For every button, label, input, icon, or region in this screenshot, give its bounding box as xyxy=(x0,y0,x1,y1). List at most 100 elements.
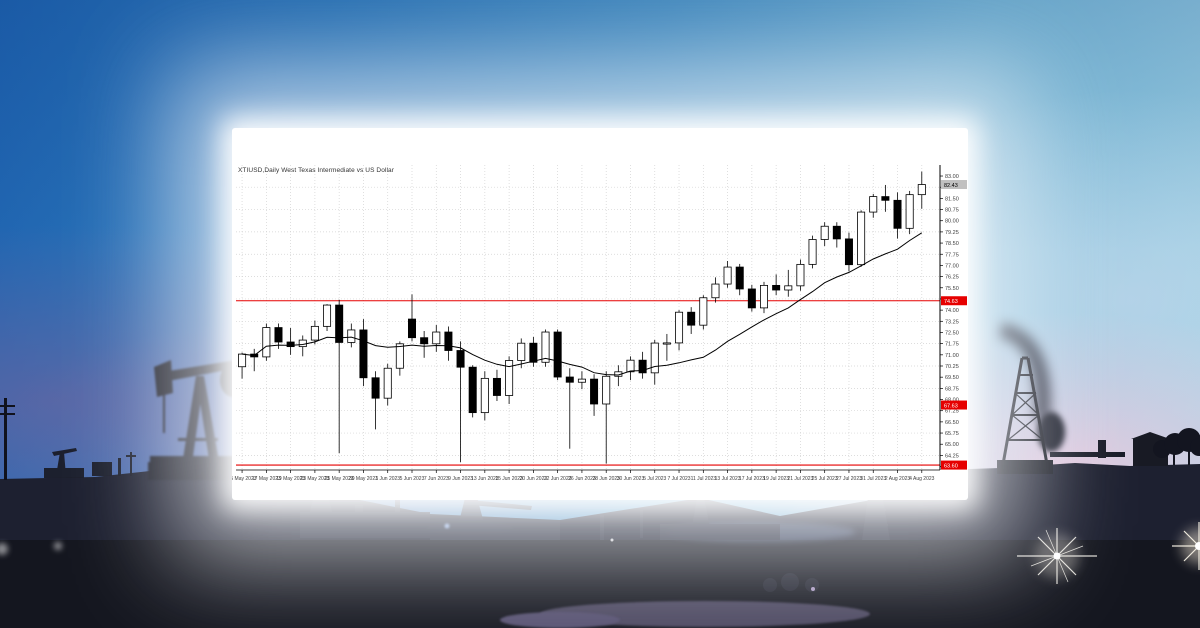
mid-level-tag xyxy=(941,400,967,410)
candle-down xyxy=(638,359,647,374)
y-tick-label: 74.00 xyxy=(945,308,959,314)
candle-up xyxy=(505,360,514,396)
x-tick-label: 17 Jul 2023 xyxy=(739,476,765,482)
candle-up xyxy=(541,331,550,363)
y-tick-label: 71.75 xyxy=(945,342,959,348)
power-pole-icon xyxy=(0,398,15,480)
x-tick-label: 7 Jun 2023 xyxy=(424,476,449,482)
candle-up xyxy=(905,194,914,229)
candle-down xyxy=(772,284,781,291)
y-tick-label: 68.75 xyxy=(945,386,959,392)
candle-up xyxy=(662,342,671,345)
chart-title: XTIUSD,Daily West Texas Intermediate vs … xyxy=(238,167,395,174)
resistance-level-tag-text: 74.63 xyxy=(944,299,958,305)
candle-down xyxy=(590,378,599,405)
candle-up xyxy=(723,266,732,285)
candles xyxy=(238,171,926,464)
y-tick-label: 83.00 xyxy=(945,174,959,180)
candle-up xyxy=(395,343,404,369)
x-tick-label: 15 May 2023 xyxy=(232,476,257,482)
price-tag-labels: 82.43 74.63 67.63 63.60 xyxy=(941,180,967,470)
x-tick-label: 30 May 2023 xyxy=(349,476,378,482)
candle-down xyxy=(444,331,453,351)
y-tick-label: 71.00 xyxy=(945,353,959,359)
candle-down xyxy=(832,225,841,240)
candle-down xyxy=(529,342,538,363)
candle-up xyxy=(699,297,708,326)
x-tick-label: 23 May 2023 xyxy=(300,476,329,482)
x-tick-label: 15 Jun 2023 xyxy=(495,476,523,482)
candle-up xyxy=(480,377,489,414)
y-tick-label: 66.50 xyxy=(945,420,959,426)
shed-and-trees-right xyxy=(1131,428,1200,466)
candle-down xyxy=(735,266,744,290)
candle-up xyxy=(310,325,319,341)
x-tick-label: 5 Jul 2023 xyxy=(643,476,666,482)
x-tick-label: 26 Jun 2023 xyxy=(568,476,596,482)
bid-price-tag-text: 82.43 xyxy=(944,183,958,189)
candle-up xyxy=(869,196,878,213)
y-tick-label: 67.25 xyxy=(945,409,959,415)
candle-up xyxy=(238,353,247,368)
x-tick-label: 7 Jul 2023 xyxy=(667,476,690,482)
moving-average-line xyxy=(242,232,923,376)
candle-down xyxy=(420,337,429,345)
resistance-level-tag xyxy=(941,296,967,306)
candle-up xyxy=(650,342,659,374)
candle-up xyxy=(675,311,684,344)
lens-flare-edge-icon xyxy=(1172,522,1200,570)
y-tick-label: 65.75 xyxy=(945,431,959,437)
y-axis-labels: 83.0082.2581.5080.7580.0079.2578.5077.75… xyxy=(940,174,959,471)
candle-up xyxy=(383,367,392,399)
level-lines xyxy=(236,300,940,466)
candle-up xyxy=(602,375,611,405)
y-tick-label: 77.00 xyxy=(945,263,959,269)
y-tick-label: 80.00 xyxy=(945,219,959,225)
candle-up xyxy=(820,225,829,240)
price-chart-svg: 83.0082.2581.5080.7580.0079.2578.5077.75… xyxy=(232,165,967,482)
y-tick-label: 76.25 xyxy=(945,275,959,281)
candle-down xyxy=(893,199,902,229)
y-tick-label: 77.75 xyxy=(945,252,959,258)
y-tick-label: 80.75 xyxy=(945,208,959,214)
chart-card: 83.0082.2581.5080.7580.0079.2578.5077.75… xyxy=(232,128,968,500)
y-tick-label: 78.50 xyxy=(945,241,959,247)
candle-down xyxy=(687,311,696,326)
x-tick-label: 25 May 2023 xyxy=(325,476,354,482)
candle-up xyxy=(577,378,586,383)
candle-up xyxy=(784,285,793,291)
x-tick-label: 28 Jun 2023 xyxy=(592,476,620,482)
x-tick-label: 9 Jun 2023 xyxy=(448,476,473,482)
x-tick-label: 11 Jul 2023 xyxy=(691,476,717,482)
candle-down xyxy=(359,329,368,379)
x-tick-label: 20 Jun 2023 xyxy=(520,476,548,482)
candle-down xyxy=(456,350,465,368)
y-tick-label: 73.25 xyxy=(945,319,959,325)
distant-lights xyxy=(0,523,815,591)
distant-pumpjacks-left xyxy=(44,448,136,478)
candle-down xyxy=(468,366,477,414)
x-tick-label: 1 Jun 2023 xyxy=(375,476,400,482)
y-tick-label: 79.25 xyxy=(945,230,959,236)
v-gridlines xyxy=(241,165,923,470)
candle-up xyxy=(626,359,635,373)
ma xyxy=(242,232,923,376)
axes xyxy=(236,165,941,471)
x-tick-label: 30 Jun 2023 xyxy=(617,476,645,482)
support-level-tag-text: 63.60 xyxy=(944,464,958,470)
candle-up xyxy=(298,339,307,348)
candle-up xyxy=(432,331,441,345)
derrick-silhouette-right xyxy=(997,322,1125,474)
candle-down xyxy=(565,376,574,383)
y-tick-label: 68.00 xyxy=(945,398,959,404)
x-tick-label: 17 May 2023 xyxy=(252,476,281,482)
x-tick-label: 13 Jul 2023 xyxy=(715,476,741,482)
candle-down xyxy=(492,377,501,396)
y-tick-label: 64.25 xyxy=(945,453,959,459)
candle-down xyxy=(844,238,853,266)
lens-flare-icon xyxy=(1017,528,1097,584)
y-tick-label: 75.50 xyxy=(945,286,959,292)
x-tick-label: 21 Jul 2023 xyxy=(787,476,813,482)
